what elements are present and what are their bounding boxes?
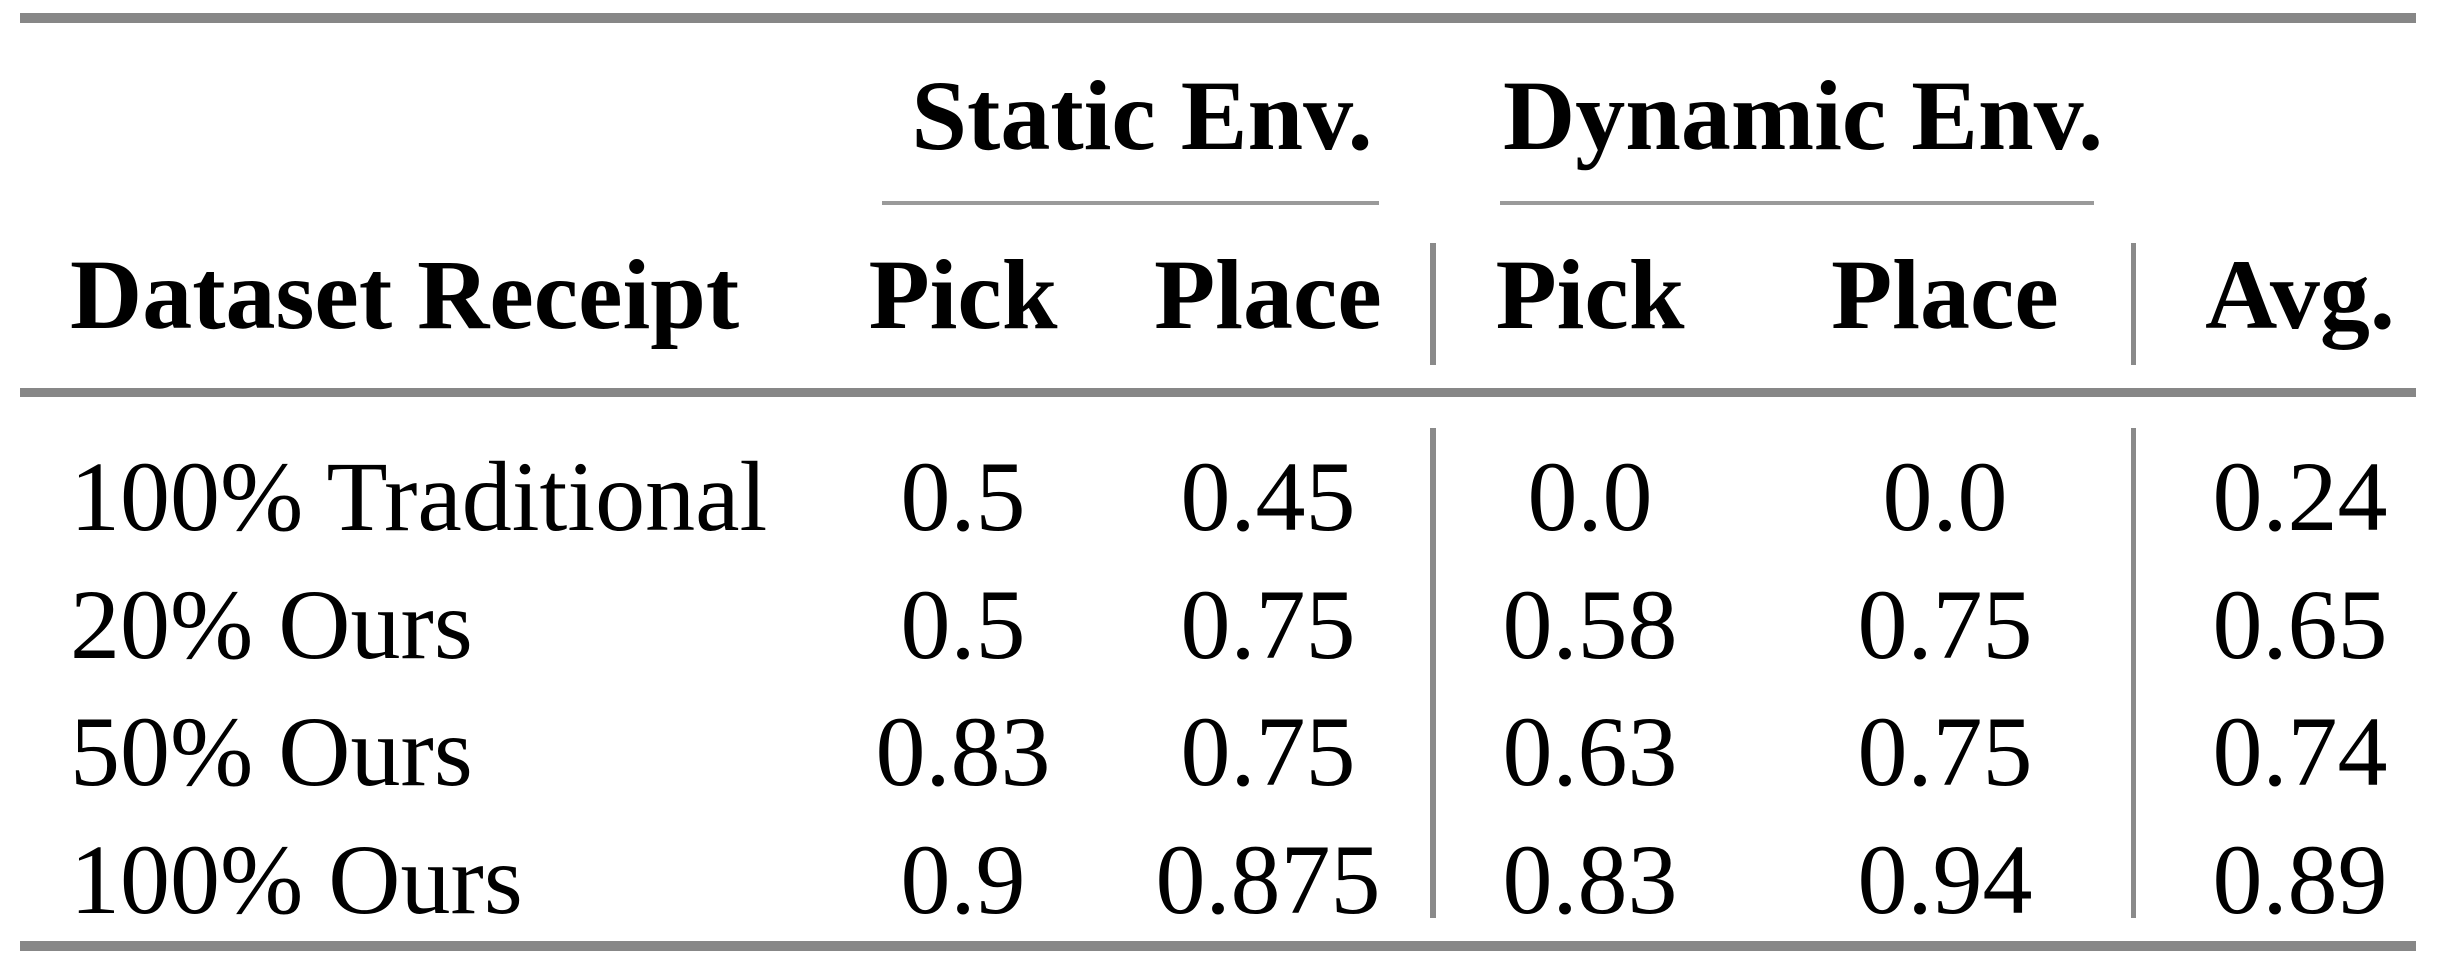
table-cell: 0.9 <box>900 824 1026 935</box>
column-header-static-place: Place <box>1154 239 1382 350</box>
vertical-rule-avg-header <box>2131 243 2136 365</box>
table-cell: 0.75 <box>1180 569 1356 680</box>
table-cell: 0.83 <box>875 696 1051 807</box>
column-header-static-pick: Pick <box>868 239 1058 350</box>
table-cell: 0.75 <box>1180 696 1356 807</box>
vertical-rule-avg-body <box>2131 428 2136 918</box>
table-cell: 0.75 <box>1857 569 2033 680</box>
table-cell: 0.5 <box>900 569 1026 680</box>
table-cell: 0.63 <box>1502 696 1678 807</box>
table-cell: 0.875 <box>1155 824 1381 935</box>
table-cell: 0.74 <box>2212 696 2388 807</box>
table-bottom-rule <box>20 941 2416 951</box>
table-cell: 0.0 <box>1527 441 1653 552</box>
column-header-dynamic-pick: Pick <box>1495 239 1685 350</box>
column-header-dynamic-place: Place <box>1831 239 2059 350</box>
table-cell: 0.75 <box>1857 696 2033 807</box>
static-env-cmidrule <box>882 201 1379 205</box>
row-label: 100% Traditional <box>70 441 768 552</box>
column-header-avg: Avg. <box>2205 239 2395 350</box>
column-header-dataset-receipt: Dataset Receipt <box>70 239 740 350</box>
table-cell: 0.45 <box>1180 441 1356 552</box>
row-label: 20% Ours <box>70 569 473 680</box>
table-cell: 0.24 <box>2212 441 2388 552</box>
row-label: 100% Ours <box>70 824 523 935</box>
table-cell: 0.65 <box>2212 569 2388 680</box>
table-top-rule <box>20 13 2416 23</box>
table-cell: 0.0 <box>1882 441 2008 552</box>
table-cell: 0.5 <box>900 441 1026 552</box>
table-header-rule <box>20 388 2416 397</box>
group-header-static-env: Static Env. <box>911 60 1373 171</box>
table-cell: 0.89 <box>2212 824 2388 935</box>
vertical-rule-static-dynamic-header <box>1430 243 1436 365</box>
table-cell: 0.58 <box>1502 569 1678 680</box>
row-label: 50% Ours <box>70 696 473 807</box>
group-header-dynamic-env: Dynamic Env. <box>1503 60 2104 171</box>
table-cell: 0.94 <box>1857 824 2033 935</box>
dynamic-env-cmidrule <box>1500 201 2094 205</box>
vertical-rule-static-dynamic-body <box>1430 428 1436 918</box>
table-cell: 0.83 <box>1502 824 1678 935</box>
